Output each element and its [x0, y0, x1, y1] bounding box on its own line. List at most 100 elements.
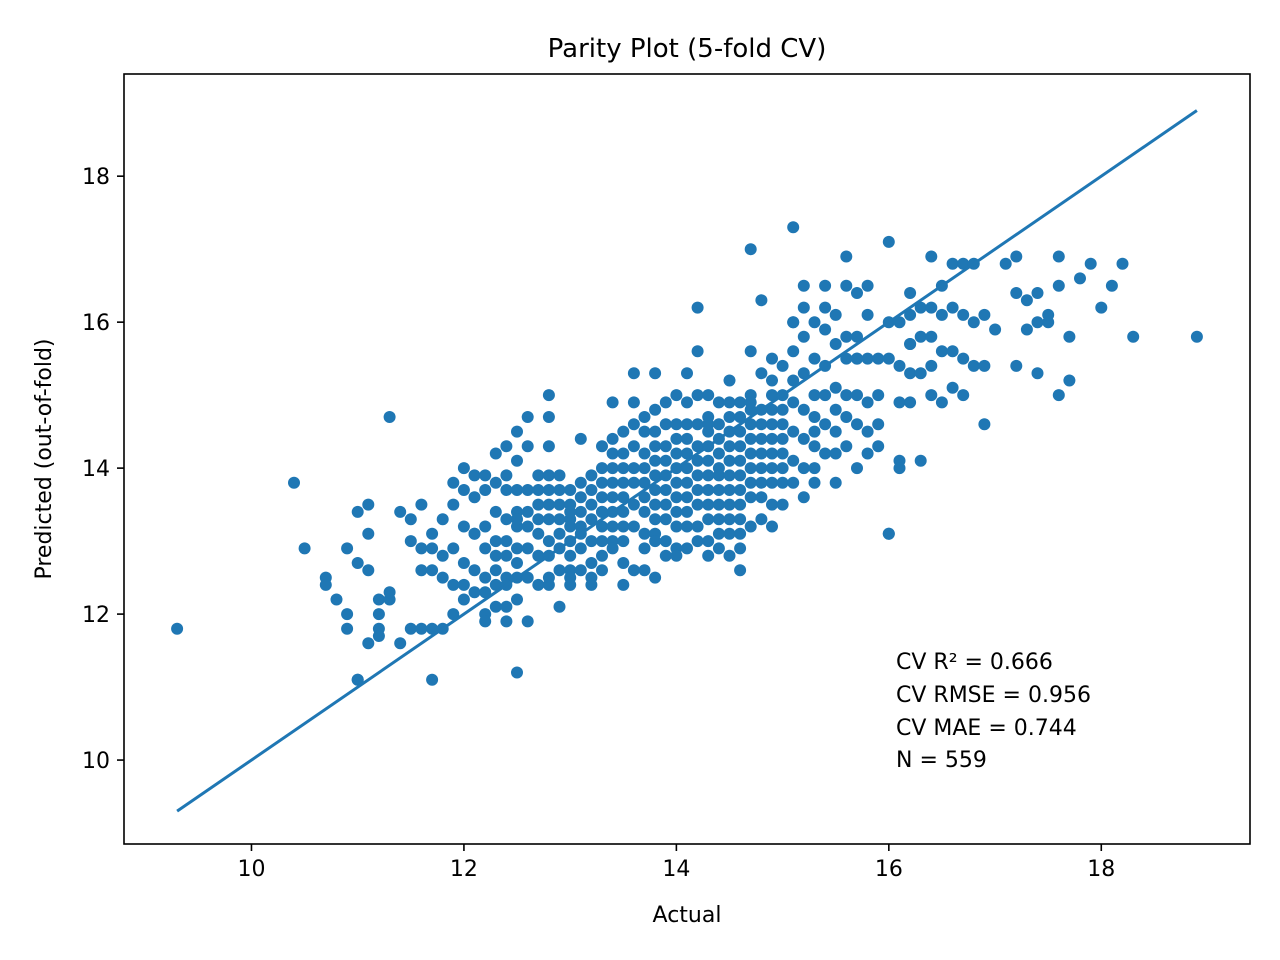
scatter-point — [659, 498, 672, 511]
scatter-point — [542, 578, 555, 591]
scatter-point — [712, 447, 725, 460]
y-tick-label: 10 — [82, 749, 110, 774]
scatter-point — [649, 403, 662, 416]
scatter-point — [1074, 272, 1086, 285]
scatter-point — [521, 615, 534, 628]
scatter-point — [649, 513, 662, 526]
scatter-point — [585, 535, 598, 548]
scatter-point — [489, 505, 502, 518]
scatter-point — [489, 549, 502, 562]
scatter-point — [1020, 323, 1033, 336]
scatter-point — [372, 608, 385, 621]
scatter-point — [723, 374, 736, 387]
scatter-point — [649, 498, 662, 511]
scatter-point — [351, 673, 364, 686]
scatter-point — [840, 389, 853, 402]
scatter-point — [957, 257, 970, 270]
scatter-point — [861, 447, 874, 460]
scatter-point — [670, 418, 683, 431]
scatter-point — [500, 535, 513, 548]
scatter-point — [723, 396, 736, 409]
scatter-point — [606, 432, 619, 445]
scatter-point — [776, 498, 789, 511]
scatter-point — [649, 454, 662, 467]
scatter-point — [851, 418, 863, 431]
scatter-point — [670, 549, 683, 562]
scatter-point — [766, 374, 778, 387]
scatter-point — [606, 520, 619, 533]
scatter-point — [766, 418, 778, 431]
scatter-point — [872, 389, 885, 402]
scatter-point — [171, 622, 184, 635]
scatter-point — [819, 323, 832, 336]
scatter-point — [415, 564, 428, 577]
scatter-point — [691, 498, 704, 511]
scatter-point — [511, 425, 523, 438]
scatter-point — [797, 330, 810, 343]
scatter-point — [702, 484, 715, 496]
scatter-point — [638, 411, 651, 423]
scatter-point — [1031, 316, 1044, 329]
scatter-point — [564, 520, 577, 533]
scatter-point — [723, 411, 736, 423]
scatter-point — [606, 491, 619, 504]
x-tick-label: 18 — [1087, 857, 1115, 882]
scatter-point — [829, 403, 842, 416]
scatter-point — [511, 542, 523, 555]
scatter-point — [829, 381, 842, 394]
scatter-point — [840, 330, 853, 343]
scatter-point — [691, 469, 704, 482]
y-tick-label: 14 — [82, 457, 110, 482]
scatter-point — [596, 564, 608, 577]
scatter-point — [904, 287, 917, 299]
scatter-point — [596, 462, 608, 475]
scatter-point — [904, 396, 917, 409]
scatter-point — [904, 338, 917, 350]
scatter-point — [341, 542, 354, 555]
scatter-point — [659, 513, 672, 526]
scatter-point — [978, 418, 991, 431]
scatter-point — [723, 484, 736, 496]
scatter-point — [882, 235, 895, 248]
scatter-point — [882, 352, 895, 365]
scatter-point — [935, 345, 948, 358]
scatter-point — [479, 520, 492, 533]
annotation-r2: CV R² = 0.666 — [896, 650, 1053, 675]
scatter-point — [394, 505, 407, 518]
scatter-point — [659, 454, 672, 467]
scatter-point — [1063, 330, 1076, 343]
scatter-point — [553, 513, 566, 526]
scatter-point — [638, 447, 651, 460]
scatter-point — [734, 425, 747, 438]
scatter-point — [521, 411, 534, 423]
scatter-point — [542, 484, 555, 496]
scatter-point — [670, 491, 683, 504]
scatter-point — [457, 593, 470, 606]
scatter-point — [829, 447, 842, 460]
scatter-point — [681, 462, 693, 475]
scatter-point — [585, 557, 598, 569]
scatter-point — [553, 498, 566, 511]
scatter-point — [702, 513, 715, 526]
annotation-rmse: CV RMSE = 0.956 — [896, 683, 1091, 708]
scatter-point — [1063, 374, 1076, 387]
scatter-point — [659, 484, 672, 496]
scatter-point — [659, 549, 672, 562]
scatter-point — [734, 440, 747, 453]
scatter-point — [1010, 359, 1023, 372]
scatter-point — [766, 389, 778, 402]
scatter-point — [489, 600, 502, 613]
scatter-point — [766, 403, 778, 416]
scatter-point — [617, 425, 630, 438]
scatter-point — [776, 432, 789, 445]
scatter-point — [457, 578, 470, 591]
scatter-point — [819, 447, 832, 460]
scatter-point — [808, 462, 821, 475]
scatter-point — [585, 498, 598, 511]
scatter-point — [627, 367, 640, 380]
scatter-point — [712, 527, 725, 540]
scatter-point — [617, 462, 630, 475]
scatter-point — [840, 250, 853, 263]
scatter-point — [702, 389, 715, 402]
scatter-point — [691, 301, 704, 314]
